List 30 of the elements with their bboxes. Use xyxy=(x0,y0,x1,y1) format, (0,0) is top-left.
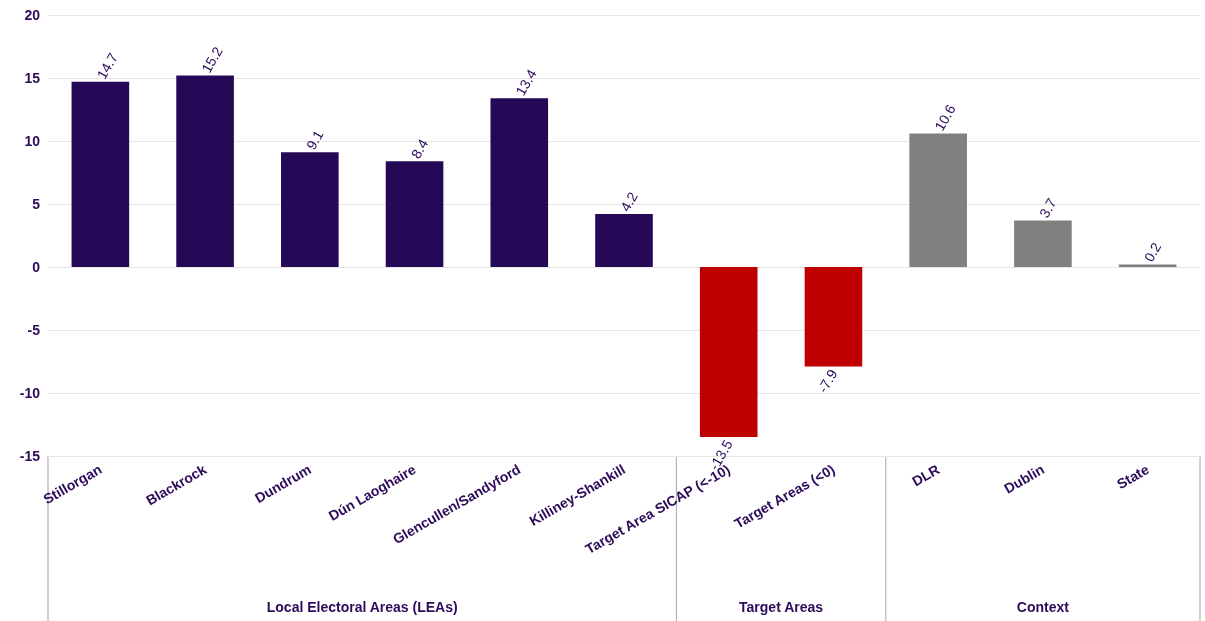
bar xyxy=(176,75,234,267)
y-tick-label: 0 xyxy=(32,259,41,275)
text: Context xyxy=(1016,599,1070,615)
bar xyxy=(595,214,653,267)
y-tick-label: 5 xyxy=(32,196,41,212)
data-label: -7.9 xyxy=(814,366,841,396)
y-tick-label: -10 xyxy=(19,385,41,401)
data-label: 4.2 xyxy=(617,189,641,215)
data-label: 9.1 xyxy=(302,127,327,153)
bar xyxy=(1014,220,1072,267)
y-tick-label: -15 xyxy=(19,448,41,464)
bar xyxy=(1118,264,1177,267)
bar xyxy=(909,133,967,267)
y-tick-label: -5 xyxy=(27,322,41,338)
bar xyxy=(490,98,549,267)
data-label: 0.2 xyxy=(1140,239,1165,265)
x-tick-label: State xyxy=(1114,460,1152,493)
y-tick-label: 15 xyxy=(24,70,41,86)
text: Local Electoral Areas (LEAs) xyxy=(266,599,458,615)
data-label: 3.7 xyxy=(1035,195,1060,221)
x-tick-label: DLR xyxy=(909,461,943,490)
bar xyxy=(699,267,758,438)
y-tick-label: 10 xyxy=(24,133,41,149)
y-tick-label: 20 xyxy=(24,7,41,23)
text: Target Areas xyxy=(739,599,824,615)
data-label: 8.4 xyxy=(407,136,432,162)
bar xyxy=(385,161,444,267)
bar xyxy=(804,267,863,367)
bar xyxy=(281,152,339,267)
bar xyxy=(71,81,130,267)
